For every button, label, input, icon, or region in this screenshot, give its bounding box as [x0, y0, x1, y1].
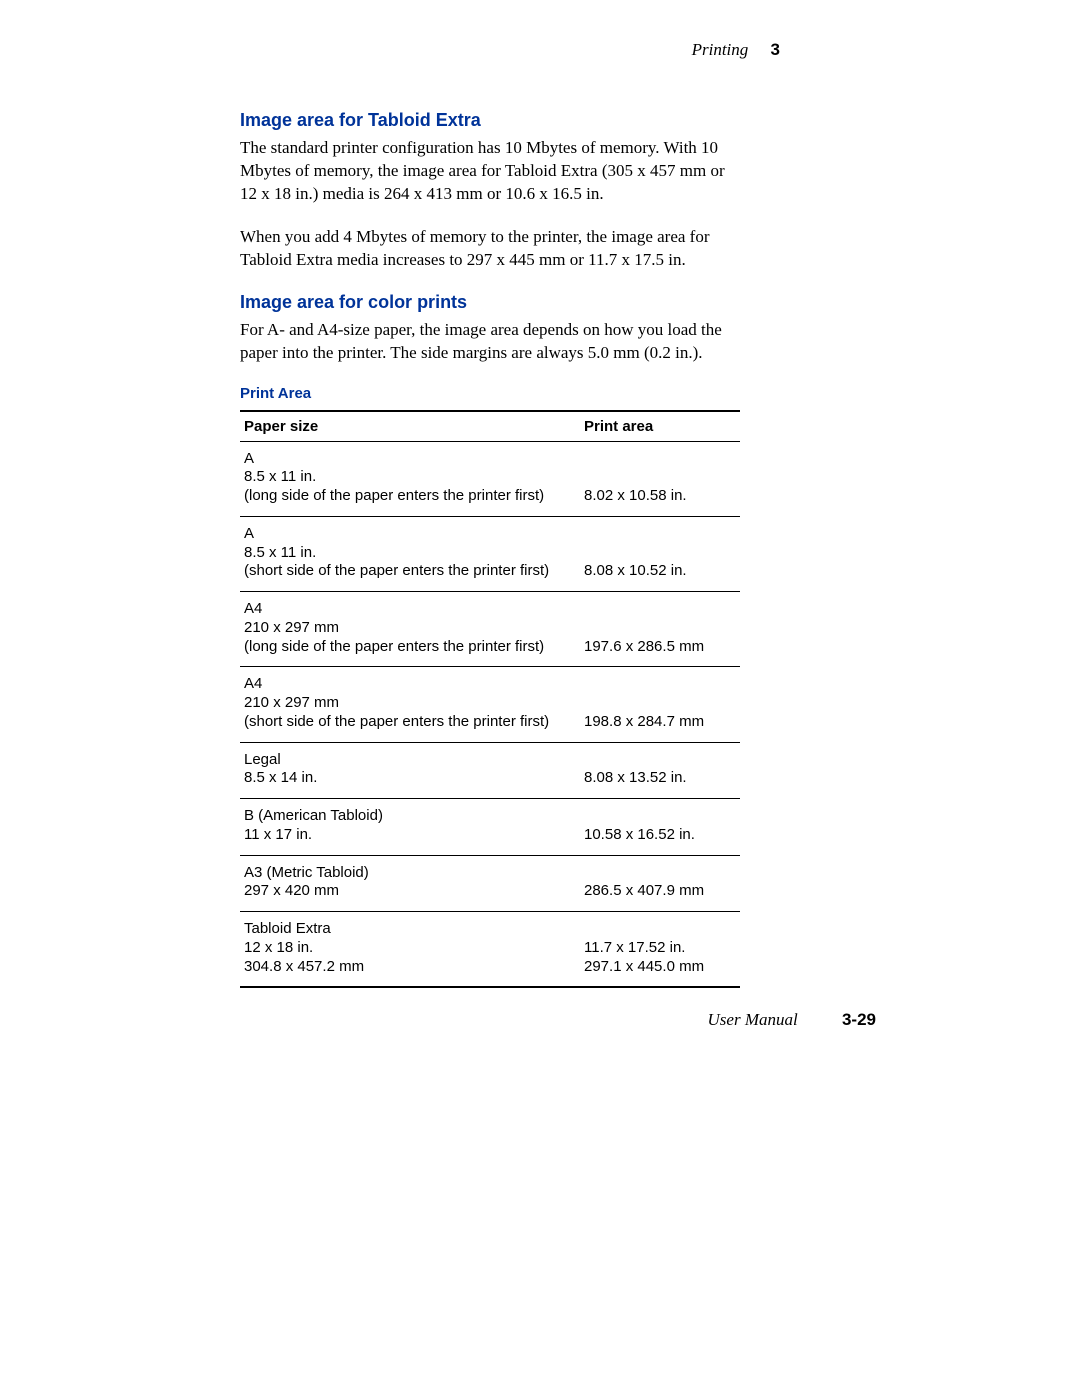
col-header-print-area: Print area [580, 411, 740, 442]
table-row: Legal 8.5 x 14 in. 8.08 x 13.52 in. [240, 742, 740, 799]
cell-paper-size: A 8.5 x 11 in. (long side of the paper e… [240, 441, 580, 516]
cell-print-area: 8.02 x 10.58 in. [580, 441, 740, 516]
page: Printing 3 Image area for Tabloid Extra … [0, 0, 1080, 1397]
cell-paper-size: A 8.5 x 11 in. (short side of the paper … [240, 516, 580, 591]
paragraph: When you add 4 Mbytes of memory to the p… [240, 226, 740, 272]
col-header-paper-size: Paper size [240, 411, 580, 442]
table-row: A 8.5 x 11 in. (long side of the paper e… [240, 441, 740, 516]
paragraph: The standard printer configuration has 1… [240, 137, 740, 206]
table-caption: Print Area [240, 385, 740, 402]
table-header-row: Paper size Print area [240, 411, 740, 442]
table-row: B (American Tabloid) 11 x 17 in. 10.58 x… [240, 799, 740, 856]
paragraph: For A- and A4-size paper, the image area… [240, 319, 740, 365]
heading-tabloid-extra: Image area for Tabloid Extra [240, 110, 740, 131]
running-header: Printing 3 [692, 40, 780, 60]
footer-manual-title: User Manual [708, 1010, 798, 1029]
table-row: Tabloid Extra 12 x 18 in. 304.8 x 457.2 … [240, 912, 740, 988]
table-row: A3 (Metric Tabloid) 297 x 420 mm 286.5 x… [240, 855, 740, 912]
table-row: A4 210 x 297 mm (long side of the paper … [240, 592, 740, 667]
print-area-table: Paper size Print area A 8.5 x 11 in. (lo… [240, 410, 740, 989]
cell-print-area: 8.08 x 10.52 in. [580, 516, 740, 591]
cell-print-area: 8.08 x 13.52 in. [580, 742, 740, 799]
footer-page-number: 3-29 [842, 1010, 876, 1029]
table-row: A4 210 x 297 mm (short side of the paper… [240, 667, 740, 742]
cell-paper-size: Tabloid Extra 12 x 18 in. 304.8 x 457.2 … [240, 912, 580, 988]
cell-paper-size: A3 (Metric Tabloid) 297 x 420 mm [240, 855, 580, 912]
cell-print-area: 198.8 x 284.7 mm [580, 667, 740, 742]
cell-print-area: 11.7 x 17.52 in. 297.1 x 445.0 mm [580, 912, 740, 988]
chapter-title: Printing [692, 40, 749, 59]
cell-paper-size: A4 210 x 297 mm (long side of the paper … [240, 592, 580, 667]
cell-paper-size: A4 210 x 297 mm (short side of the paper… [240, 667, 580, 742]
content-column: Image area for Tabloid Extra The standar… [240, 110, 740, 988]
cell-print-area: 286.5 x 407.9 mm [580, 855, 740, 912]
cell-paper-size: B (American Tabloid) 11 x 17 in. [240, 799, 580, 856]
cell-paper-size: Legal 8.5 x 14 in. [240, 742, 580, 799]
table-row: A 8.5 x 11 in. (short side of the paper … [240, 516, 740, 591]
cell-print-area: 197.6 x 286.5 mm [580, 592, 740, 667]
heading-color-prints: Image area for color prints [240, 292, 740, 313]
chapter-number: 3 [771, 40, 780, 59]
page-footer: User Manual 3-29 [708, 1010, 876, 1030]
cell-print-area: 10.58 x 16.52 in. [580, 799, 740, 856]
